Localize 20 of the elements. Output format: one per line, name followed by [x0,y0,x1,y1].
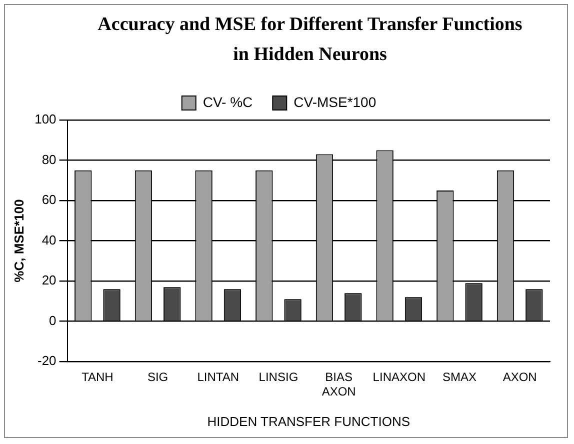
y-tick-label: 0 [49,312,56,328]
chart-title: Accuracy and MSE for Different Transfer Functions in Hidden Neurons [96,13,524,67]
y-tick-label: 100 [34,112,56,127]
y-tick-label: 60 [42,192,56,208]
x-axis-title: HIDDEN TRANSFER FUNCTIONS [207,414,410,429]
y-axis-title: %C, MSE*100 [11,199,26,282]
x-tick-label: LINSIG [258,370,298,384]
x-tick-label: LINAXON [372,370,426,384]
x-tick-label: BIAS AXON [322,370,356,399]
y-tick-label: -20 [37,353,56,368]
x-tick-label: SMAX [442,370,476,384]
legend-label: CV- %C [202,94,253,110]
x-tick-label: LINTAN [197,370,240,384]
y-tick-label: 40 [42,232,56,248]
y-tick-label: 20 [42,272,56,288]
legend-label: CV-MSE*100 [294,94,376,110]
x-tick-label: SIG [147,370,168,384]
x-tick-label: AXON [502,370,537,384]
x-tick-label: TANH [82,370,114,384]
y-tick-label: 80 [42,152,56,167]
